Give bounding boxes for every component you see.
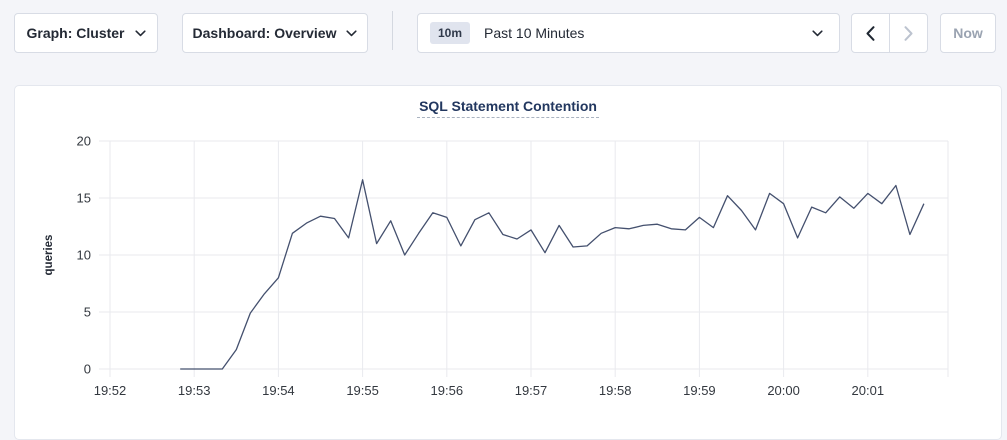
time-range-selector[interactable]: 10m Past 10 Minutes — [417, 13, 840, 53]
dashboard-dropdown-label: Dashboard: Overview — [192, 25, 337, 41]
dashboard-dropdown[interactable]: Dashboard: Overview — [182, 13, 368, 53]
chevron-down-icon — [346, 29, 358, 36]
chevron-down-icon — [812, 29, 823, 36]
chart-title[interactable]: SQL Statement Contention — [417, 98, 599, 118]
line-chart: 0 5 10 15 20 19:52 19:53 19:54 19:55 19:56 19:57 19… — [43, 134, 949, 398]
svg-text:19:55: 19:55 — [346, 383, 379, 398]
chart-title-row: SQL Statement Contention — [15, 98, 1001, 124]
svg-text:20: 20 — [77, 134, 91, 149]
svg-text:19:59: 19:59 — [683, 383, 716, 398]
svg-text:queries: queries — [43, 235, 55, 276]
svg-text:0: 0 — [84, 362, 91, 377]
svg-text:19:54: 19:54 — [262, 383, 295, 398]
chevron-left-icon — [866, 25, 875, 41]
time-range-label: Past 10 Minutes — [484, 25, 585, 41]
now-button[interactable]: Now — [940, 13, 996, 53]
svg-text:20:00: 20:00 — [767, 383, 800, 398]
graph-dropdown-label: Graph: Cluster — [26, 25, 125, 41]
toolbar-divider — [392, 11, 393, 50]
chevron-down-icon — [134, 29, 146, 36]
svg-text:5: 5 — [84, 305, 91, 320]
chevron-right-icon — [904, 25, 913, 41]
svg-text:20:01: 20:01 — [852, 383, 885, 398]
svg-text:19:57: 19:57 — [515, 383, 548, 398]
time-nav-group — [851, 13, 928, 53]
svg-text:19:56: 19:56 — [431, 383, 464, 398]
svg-text:15: 15 — [77, 191, 91, 206]
graph-dropdown[interactable]: Graph: Cluster — [14, 13, 158, 53]
time-range-badge: 10m — [430, 22, 471, 44]
next-range-button[interactable] — [890, 14, 927, 52]
svg-text:19:53: 19:53 — [178, 383, 211, 398]
svg-text:19:52: 19:52 — [94, 383, 127, 398]
svg-text:10: 10 — [77, 248, 91, 263]
chart-card: SQL Statement Contention 0 5 10 15 20 19:52 19… — [14, 85, 1002, 440]
prev-range-button[interactable] — [852, 14, 890, 52]
svg-text:19:58: 19:58 — [599, 383, 632, 398]
